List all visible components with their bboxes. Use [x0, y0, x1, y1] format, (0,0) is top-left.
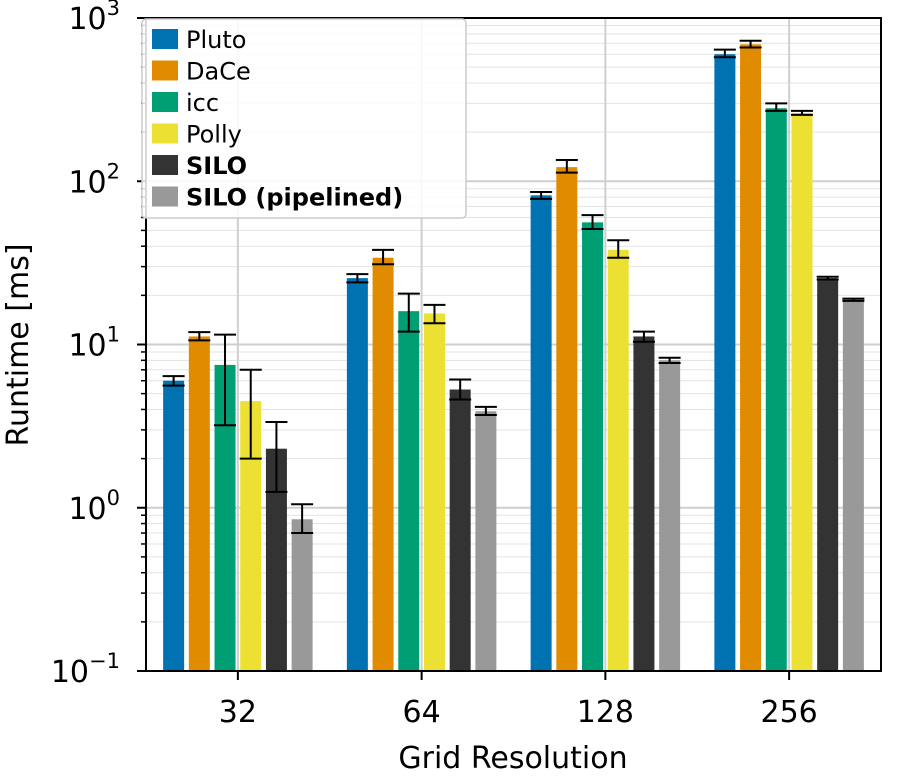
bar-silo: [265, 448, 287, 671]
legend-swatch: [152, 92, 178, 112]
legend-label: icc: [186, 89, 219, 117]
legend-label: DaCe: [186, 58, 251, 86]
bar-polly: [607, 249, 629, 671]
bar-polly: [423, 313, 445, 671]
bar-silo-pipelined-: [291, 519, 313, 671]
bar-silo: [449, 389, 471, 671]
bar-pluto: [346, 278, 368, 671]
bar-icc: [398, 311, 420, 671]
y-tick-label: 10−1: [51, 649, 120, 690]
bar-icc: [214, 364, 236, 671]
x-tick-label: 64: [403, 695, 441, 730]
bar-silo: [817, 278, 839, 671]
bar-dace: [556, 167, 578, 671]
bar-pluto: [163, 380, 185, 671]
x-axis-label: Grid Resolution: [398, 741, 627, 776]
bar-dace: [188, 336, 210, 671]
x-tick-layer: 32 64 128 256: [219, 671, 818, 730]
x-tick-label: 256: [760, 695, 817, 730]
legend-label: SILO: [186, 152, 247, 180]
legend-swatch: [152, 29, 178, 49]
legend-swatch: [152, 186, 178, 207]
y-tick-label: 101: [68, 323, 120, 364]
bar-silo: [633, 336, 655, 671]
legend-swatch: [152, 155, 178, 175]
legend: Pluto DaCe icc Polly SILO SILO (pipelined): [141, 18, 467, 219]
x-tick-label: 32: [219, 695, 257, 730]
bar-polly: [791, 112, 813, 672]
bar-dace: [740, 44, 762, 672]
legend-box: [141, 18, 467, 219]
y-tick-label: 102: [68, 159, 120, 200]
legend-swatch: [152, 60, 178, 81]
bar-icc: [765, 108, 787, 671]
y-tick-layer: 10−1 100 101 102 103: [51, 0, 146, 690]
bar-dace: [372, 257, 394, 671]
bar-silo-pipelined-: [842, 299, 864, 671]
bars-layer: [163, 44, 864, 672]
bar-pluto: [714, 54, 736, 672]
legend-label: Pluto: [186, 26, 246, 54]
legend-label: Polly: [186, 121, 242, 149]
bar-icc: [582, 222, 604, 671]
y-axis-label: Runtime [ms]: [1, 243, 36, 446]
legend-swatch: [152, 123, 178, 144]
x-tick-label: 128: [577, 695, 634, 730]
legend-label: SILO (pipelined): [186, 184, 403, 212]
error-bars-layer: [162, 39, 865, 535]
y-tick-label: 100: [68, 486, 120, 527]
bar-silo-pipelined-: [659, 360, 681, 671]
bar-silo-pipelined-: [475, 411, 497, 671]
y-tick-label: 103: [68, 0, 120, 37]
bar-polly: [240, 401, 262, 671]
bar-pluto: [530, 195, 552, 671]
